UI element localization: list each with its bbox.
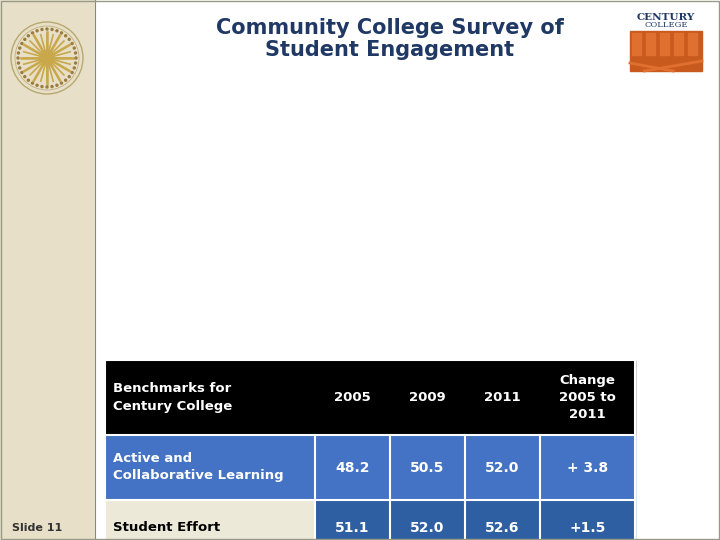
- Circle shape: [24, 76, 26, 78]
- Circle shape: [46, 86, 48, 88]
- Text: CENTURY: CENTURY: [637, 12, 695, 22]
- Bar: [105, 435, 315, 500]
- Bar: [465, 435, 540, 500]
- Text: 52.0: 52.0: [485, 461, 520, 475]
- Circle shape: [17, 62, 19, 64]
- Text: 2011: 2011: [484, 391, 521, 404]
- Text: 51.1: 51.1: [336, 521, 370, 535]
- Circle shape: [11, 22, 83, 94]
- Circle shape: [56, 84, 58, 86]
- Text: 48.2: 48.2: [336, 461, 370, 475]
- Circle shape: [17, 57, 19, 59]
- Circle shape: [75, 52, 76, 54]
- Bar: [688, 33, 697, 55]
- Text: + 3.8: + 3.8: [567, 461, 608, 475]
- Bar: [540, 435, 635, 500]
- Circle shape: [46, 28, 48, 30]
- Text: Active and
Collaborative Learning: Active and Collaborative Learning: [113, 453, 284, 483]
- Circle shape: [73, 47, 76, 49]
- Bar: [660, 33, 669, 55]
- Bar: [675, 33, 683, 55]
- Text: Student Engagement: Student Engagement: [266, 40, 515, 60]
- Bar: [315, 435, 390, 500]
- Text: 2009: 2009: [409, 391, 446, 404]
- Circle shape: [40, 51, 54, 65]
- Circle shape: [24, 38, 26, 40]
- Text: 50.5: 50.5: [410, 461, 445, 475]
- Circle shape: [36, 30, 38, 32]
- Circle shape: [21, 71, 23, 73]
- Circle shape: [65, 79, 67, 81]
- Circle shape: [27, 35, 30, 37]
- Text: +1.5: +1.5: [570, 521, 606, 535]
- Circle shape: [41, 29, 43, 30]
- Bar: [630, 31, 702, 71]
- Circle shape: [75, 57, 77, 59]
- Circle shape: [21, 43, 23, 44]
- Bar: [465, 500, 540, 540]
- Circle shape: [27, 79, 30, 81]
- Bar: [105, 360, 635, 435]
- Bar: [390, 500, 465, 540]
- Text: 2005: 2005: [334, 391, 371, 404]
- Text: 52.0: 52.0: [410, 521, 445, 535]
- Text: Change
2005 to
2011: Change 2005 to 2011: [559, 374, 616, 421]
- Text: COLLEGE: COLLEGE: [644, 21, 688, 29]
- Text: Student Effort: Student Effort: [113, 521, 220, 534]
- Circle shape: [71, 71, 73, 73]
- Circle shape: [41, 85, 43, 87]
- Text: Slide 11: Slide 11: [12, 523, 62, 533]
- Circle shape: [19, 67, 21, 69]
- Bar: [315, 500, 390, 540]
- Circle shape: [32, 82, 34, 84]
- Circle shape: [56, 30, 58, 32]
- Circle shape: [32, 32, 34, 34]
- Bar: [540, 500, 635, 540]
- Text: Community College Survey of: Community College Survey of: [216, 18, 564, 38]
- Bar: [390, 435, 465, 500]
- Bar: [105, 360, 635, 540]
- Circle shape: [68, 76, 71, 78]
- Circle shape: [60, 32, 63, 34]
- Circle shape: [19, 47, 21, 49]
- Circle shape: [65, 35, 67, 37]
- Circle shape: [60, 82, 63, 84]
- Circle shape: [51, 29, 53, 30]
- Circle shape: [36, 84, 38, 86]
- Text: 52.6: 52.6: [485, 521, 520, 535]
- Circle shape: [73, 67, 76, 69]
- Text: Benchmarks for
Century College: Benchmarks for Century College: [113, 382, 233, 413]
- Bar: [632, 33, 641, 55]
- Bar: [0, 0, 95, 540]
- Bar: [646, 33, 655, 55]
- Bar: [622, 5, 710, 73]
- Circle shape: [75, 62, 76, 64]
- Circle shape: [68, 38, 71, 40]
- Bar: [105, 500, 315, 540]
- Bar: [95, 0, 720, 540]
- Circle shape: [71, 43, 73, 44]
- Circle shape: [51, 85, 53, 87]
- Circle shape: [17, 52, 19, 54]
